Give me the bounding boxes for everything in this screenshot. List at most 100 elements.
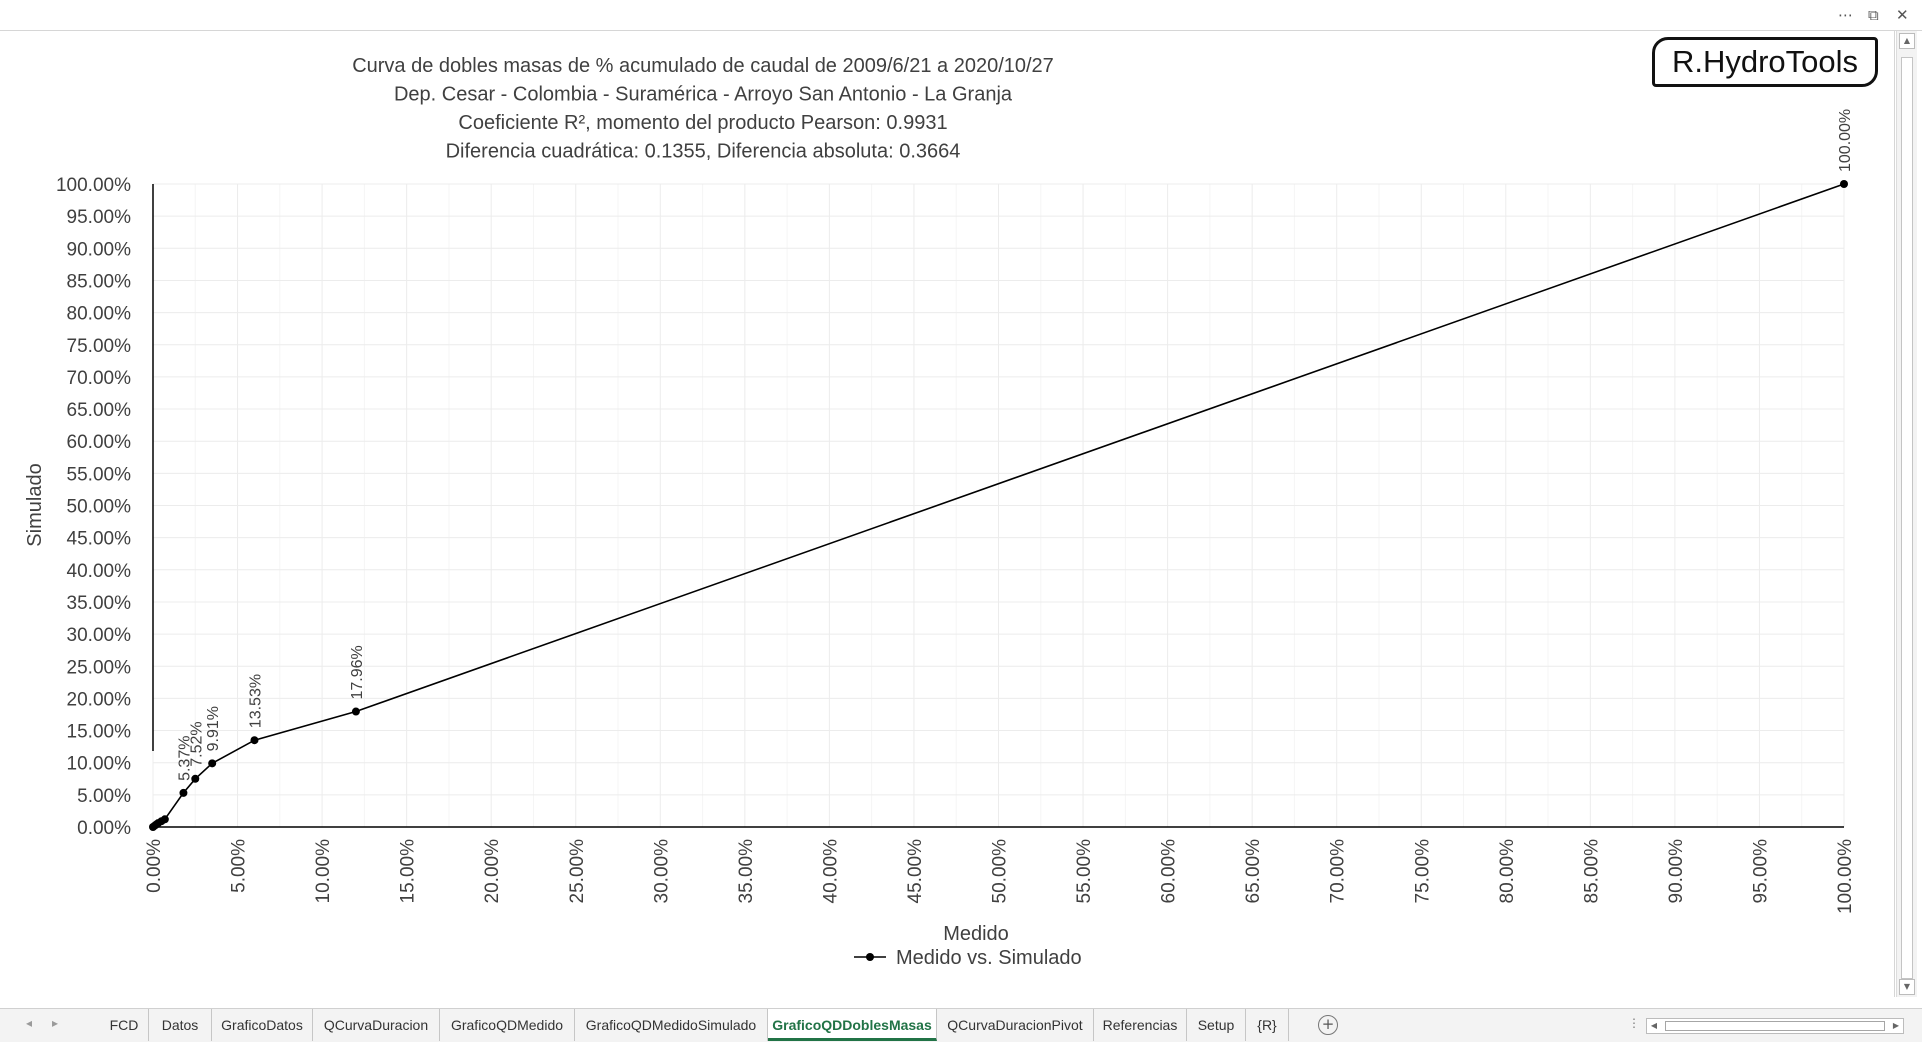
x-tick-label: 40.00% — [820, 839, 841, 904]
x-tick-label: 25.00% — [567, 839, 588, 904]
tab-graficoqdmedidosimulado[interactable]: GraficoQDMedidoSimulado — [575, 1009, 768, 1041]
data-point — [208, 759, 217, 768]
x-tick-label: 30.00% — [651, 839, 672, 904]
data-point — [351, 707, 360, 716]
x-tick-label: 5.00% — [229, 839, 250, 893]
tab-qcurvaduracion[interactable]: QCurvaDuracion — [313, 1009, 440, 1041]
vertical-scrollbar[interactable]: ▲ ▼ — [1896, 31, 1917, 997]
rhydrotools-logo: R.HydroTools — [1652, 37, 1878, 87]
horizontal-scrollbar[interactable]: ◀ ▶ — [1646, 1018, 1904, 1034]
x-tick-label: 70.00% — [1328, 839, 1349, 904]
y-tick-label: 15.00% — [67, 722, 132, 743]
x-tick-label: 10.00% — [313, 839, 334, 904]
chart-grid — [152, 183, 1845, 828]
data-label: 13.53% — [247, 674, 264, 728]
y-tick-label: 5.00% — [77, 786, 131, 807]
data-point — [1840, 180, 1848, 188]
data-label: 5.37% — [176, 736, 193, 781]
data-label: 100.00% — [1837, 109, 1854, 172]
x-tick-label: 35.00% — [736, 839, 757, 904]
tab-r[interactable]: {R} — [1246, 1009, 1289, 1041]
y-tick-label: 90.00% — [67, 239, 132, 260]
chart-title-line: Dep. Cesar - Colombia - Suramérica - Arr… — [394, 84, 1013, 106]
tab-setup[interactable]: Setup — [1187, 1009, 1246, 1041]
x-tick-label: 95.00% — [1750, 839, 1771, 904]
next-sheet-icon[interactable]: ▸ — [52, 1016, 59, 1030]
x-tick-label: 50.00% — [990, 839, 1011, 904]
y-tick-label: 25.00% — [67, 657, 132, 678]
more-options-icon[interactable]: ⋯ — [1838, 6, 1853, 24]
y-tick-label: 30.00% — [67, 625, 132, 646]
chart-axes — [152, 184, 1844, 828]
previous-sheet-icon[interactable]: ◂ — [26, 1016, 33, 1030]
series-medido-vs-simulado — [149, 180, 1848, 831]
tab-options-icon[interactable]: ⋮ — [1628, 1016, 1640, 1030]
data-point — [179, 788, 188, 797]
x-tick-label: 100.00% — [1835, 839, 1856, 914]
add-sheet-icon[interactable]: + — [1318, 1015, 1338, 1035]
scroll-up-arrow[interactable]: ▲ — [1899, 33, 1915, 49]
y-tick-labels: 0.00% 5.00% 10.00% 15.00% 20.00% 25.00% 30.00%… — [56, 175, 131, 839]
y-tick-label: 55.00% — [67, 464, 132, 485]
x-tick-label: 65.00% — [1243, 839, 1264, 904]
y-tick-label: 0.00% — [77, 818, 131, 839]
legend-entry: Medido vs. Simulado — [896, 947, 1082, 969]
y-tick-label: 40.00% — [67, 561, 132, 582]
x-tick-label: 15.00% — [398, 839, 419, 904]
y-tick-label: 80.00% — [67, 304, 132, 325]
tab-qcurvaduracionpivot[interactable]: QCurvaDuracionPivot — [937, 1009, 1094, 1041]
y-tick-label: 100.00% — [56, 175, 131, 196]
legend: Medido vs. Simulado — [854, 947, 1082, 969]
horizontal-scroll-thumb[interactable] — [1665, 1021, 1885, 1031]
y-tick-label: 60.00% — [67, 432, 132, 453]
data-label: 7.52% — [188, 721, 205, 766]
y-axis-label: Simulado — [24, 463, 46, 546]
scroll-down-arrow[interactable]: ▼ — [1899, 979, 1915, 995]
data-label: 9.91% — [205, 706, 222, 751]
chart-title-line: Curva de dobles masas de % acumulado de … — [352, 55, 1054, 77]
x-tick-label: 90.00% — [1666, 839, 1687, 904]
scroll-right-arrow[interactable]: ▶ — [1892, 1021, 1900, 1030]
chart-title-line: Coeficiente R², momento del producto Pea… — [458, 112, 947, 134]
x-tick-label: 55.00% — [1074, 839, 1095, 904]
data-label: 17.96% — [349, 645, 366, 699]
y-tick-label: 35.00% — [67, 593, 132, 614]
y-tick-label: 50.00% — [67, 497, 132, 518]
x-tick-label: 75.00% — [1412, 839, 1433, 904]
tab-graficodatos[interactable]: GraficoDatos — [212, 1009, 313, 1041]
x-tick-label: 20.00% — [482, 839, 503, 904]
tab-datos[interactable]: Datos — [149, 1009, 212, 1041]
y-tick-label: 10.00% — [67, 754, 132, 775]
y-tick-label: 75.00% — [67, 336, 132, 357]
x-axis-label: Medido — [943, 923, 1009, 945]
chart-title-line: Diferencia cuadrática: 0.1355, Diferenci… — [446, 141, 961, 163]
title-bar: ⋯ ⧉ ✕ — [0, 0, 1922, 31]
chart-title: Curva de dobles masas de % acumulado de … — [352, 55, 1054, 163]
tab-graficoqdmedido[interactable]: GraficoQDMedido — [440, 1009, 575, 1041]
tab-referencias[interactable]: Referencias — [1094, 1009, 1187, 1041]
x-tick-label: 85.00% — [1581, 839, 1602, 904]
data-labels: 5.37%7.52% 9.91% 13.53% 17.96% 100.00% — [176, 109, 1854, 781]
tab-graficoqddoblesmasas[interactable]: GraficoQDDoblesMasas — [768, 1009, 937, 1041]
data-point — [160, 815, 169, 824]
y-tick-label: 70.00% — [67, 368, 132, 389]
y-tick-label: 85.00% — [67, 271, 132, 292]
x-tick-label: 45.00% — [905, 839, 926, 904]
y-tick-label: 20.00% — [67, 689, 132, 710]
restore-window-icon[interactable]: ⧉ — [1868, 6, 1879, 24]
tab-fcd[interactable]: FCD — [100, 1009, 149, 1041]
x-tick-label: 80.00% — [1497, 839, 1518, 904]
chart-area[interactable]: Curva de dobles masas de % acumulado de … — [2, 31, 1895, 997]
y-tick-label: 95.00% — [67, 207, 132, 228]
vertical-scroll-thumb[interactable] — [1901, 57, 1913, 979]
data-point — [191, 774, 200, 783]
x-tick-label: 60.00% — [1159, 839, 1180, 904]
data-point — [250, 736, 259, 745]
legend-point-marker — [866, 953, 874, 961]
close-icon[interactable]: ✕ — [1896, 6, 1909, 24]
x-tick-label: 0.00% — [144, 839, 165, 893]
x-tick-labels: 0.00% 5.00% 10.00% 15.00% 20.00% 25.00% 30.00%… — [144, 839, 1856, 914]
y-tick-label: 65.00% — [67, 400, 132, 421]
double-mass-chart[interactable]: Curva de dobles masas de % acumulado de … — [2, 31, 1894, 997]
scroll-left-arrow[interactable]: ◀ — [1650, 1021, 1658, 1030]
